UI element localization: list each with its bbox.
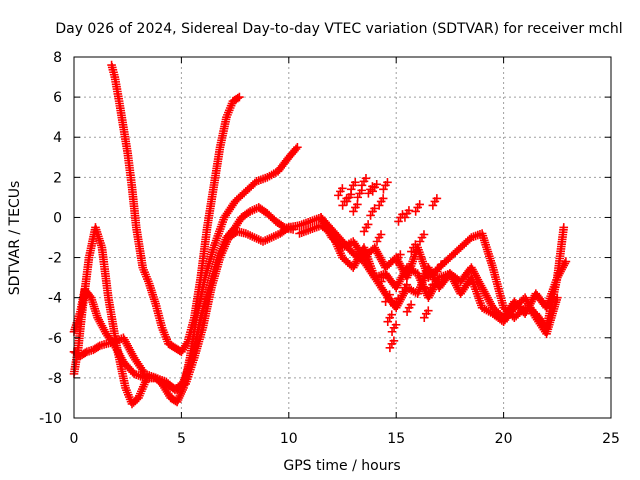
y-tick-label: 4 — [53, 130, 62, 146]
y-axis-title: SDTVAR / TECUs — [7, 181, 23, 296]
data-point-marker — [394, 217, 403, 226]
data-point-marker — [293, 142, 302, 152]
data-point-marker — [372, 180, 382, 189]
x-tick-label: 10 — [280, 431, 298, 447]
y-tick-label: -2 — [48, 251, 62, 267]
data-point-marker — [419, 230, 429, 239]
data-point-marker — [389, 336, 399, 346]
data-point-marker — [428, 201, 438, 210]
data-point-marker — [378, 194, 388, 203]
data-point-marker — [235, 92, 244, 102]
data-point-marker — [561, 257, 571, 266]
data-point-marker — [359, 227, 369, 236]
axis-ticks: 0 5 10 15 20 25 -10 -8 -6 -4 -2 0 2 4 6 8 — [39, 50, 620, 447]
data-point-marker — [387, 310, 397, 320]
data-point-marker — [389, 301, 399, 310]
series-track-2 — [69, 142, 302, 409]
data-point-marker — [346, 185, 356, 194]
data-point-marker — [404, 206, 414, 215]
chart-title: Day 026 of 2024, Sidereal Day-to-day VTE… — [55, 21, 622, 37]
data-point-marker — [353, 193, 362, 202]
data-point-marker — [342, 197, 352, 206]
grid-lines — [74, 57, 611, 418]
y-tick-label: -10 — [39, 411, 62, 427]
data-point-marker — [374, 201, 384, 210]
series-track-1 — [107, 60, 244, 357]
data-point-marker — [353, 200, 362, 209]
y-tick-label: 8 — [53, 50, 62, 66]
data-point-marker — [419, 313, 429, 323]
data-point-marker — [385, 343, 395, 353]
data-point-marker — [436, 260, 446, 269]
x-tick-label: 25 — [602, 431, 620, 447]
data-point-marker — [387, 327, 397, 337]
x-tick-label: 5 — [177, 431, 186, 447]
data-point-marker — [407, 247, 416, 256]
data-point-marker — [406, 300, 416, 309]
data-point-marker — [423, 306, 433, 316]
data-point-marker — [368, 187, 378, 196]
data-point-marker — [379, 185, 388, 194]
data-point-marker — [350, 178, 360, 187]
data-point-marker — [415, 237, 425, 246]
data-point-marker — [392, 257, 401, 266]
y-tick-label: -8 — [48, 371, 62, 387]
data-point-marker — [559, 223, 569, 232]
x-tick-label: 20 — [495, 431, 513, 447]
data-point-marker — [372, 237, 382, 246]
y-tick-label: 2 — [53, 170, 62, 186]
y-tick-label: 6 — [53, 90, 62, 106]
data-point-marker — [415, 200, 424, 209]
data-point-marker — [376, 230, 386, 239]
data-point-marker — [393, 294, 403, 303]
data-point-marker — [398, 287, 408, 296]
data-point-marker — [428, 280, 437, 289]
data-point-marker — [553, 293, 562, 302]
y-tick-label: -6 — [48, 331, 62, 347]
y-tick-label: 0 — [53, 210, 62, 226]
y-tick-label: -4 — [48, 291, 62, 307]
x-tick-label: 15 — [387, 431, 405, 447]
data-point-marker — [334, 191, 343, 200]
data-point-marker — [432, 267, 442, 276]
series-track-4 — [69, 223, 294, 395]
data-point-marker — [400, 213, 410, 222]
data-point-marker — [363, 220, 373, 229]
data-point-marker — [383, 317, 393, 327]
series-track-3 — [69, 203, 298, 395]
data-point-marker — [385, 290, 394, 299]
data-point-marker — [361, 174, 371, 183]
data-point-marker — [338, 201, 347, 210]
data-point-marker — [366, 211, 375, 220]
data-point-marker — [357, 181, 367, 190]
data-point-marker — [432, 194, 442, 203]
data-point-marker — [381, 297, 390, 306]
data-point-marker — [383, 178, 392, 187]
data-point-marker — [349, 207, 358, 216]
x-tick-label: 0 — [70, 431, 79, 447]
data-point-marker — [391, 320, 401, 330]
data-point-marker — [411, 207, 420, 216]
data-point-marker — [370, 204, 379, 213]
data-point-marker — [424, 287, 433, 296]
data-point-marker — [377, 277, 386, 286]
data-point-marker — [381, 270, 390, 279]
x-axis-title: GPS time / hours — [283, 458, 400, 474]
data-point-marker — [396, 250, 405, 259]
data-series — [69, 60, 571, 409]
data-point-marker — [338, 184, 347, 193]
data-point-marker — [411, 240, 420, 249]
series-scatter-cluster — [334, 174, 446, 353]
data-point-marker — [402, 307, 412, 316]
data-point-marker — [402, 280, 412, 289]
plot-frame — [73, 56, 612, 419]
